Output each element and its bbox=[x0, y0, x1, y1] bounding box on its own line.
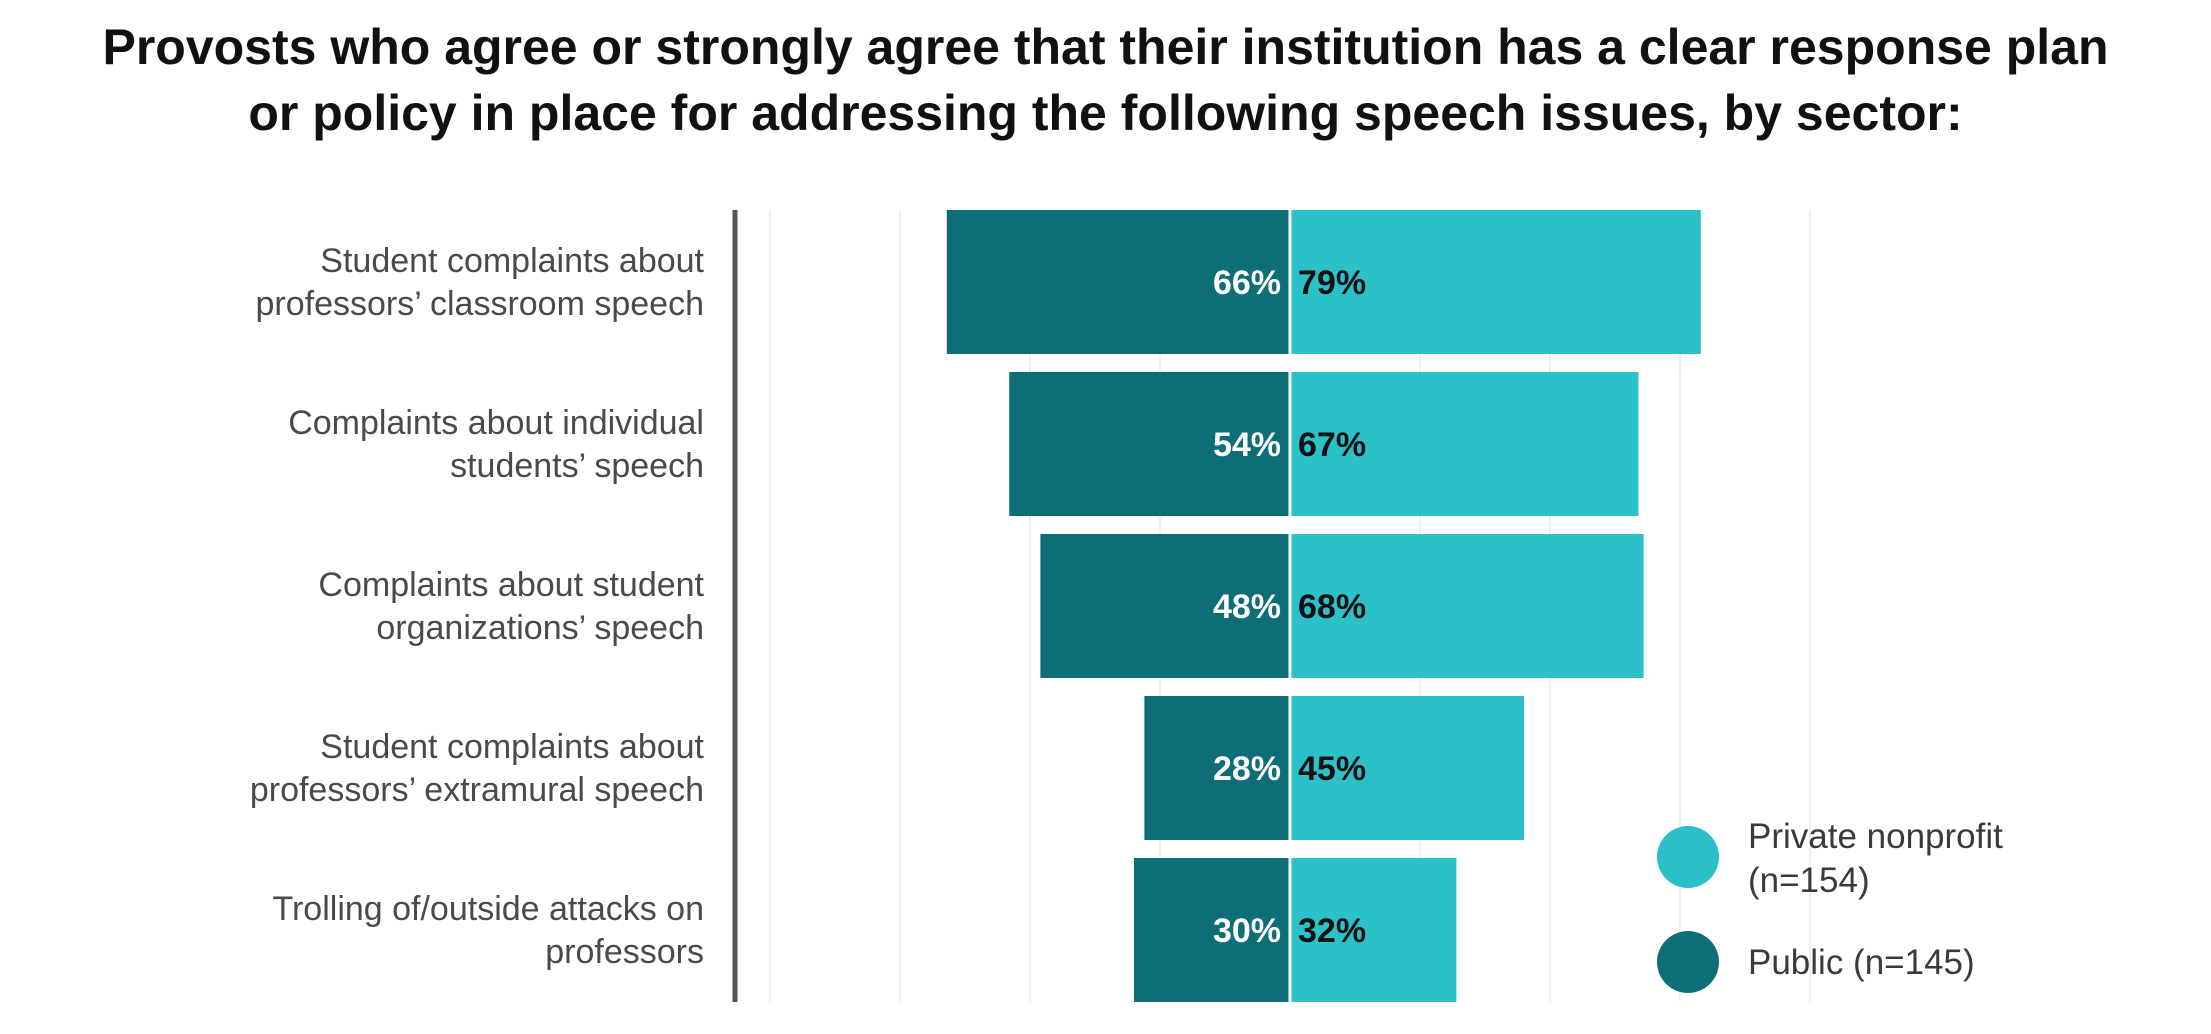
value-label-private-1: 67% bbox=[1298, 426, 1366, 464]
value-label-public-3: 28% bbox=[1213, 750, 1281, 788]
category-label-0: Student complaints about professors’ clas… bbox=[256, 242, 705, 323]
value-label-private-3: 45% bbox=[1298, 750, 1366, 788]
bar-public-0 bbox=[946, 210, 1290, 354]
legend: Private nonprofit (n=154) Public (n=145) bbox=[1657, 817, 2003, 993]
category-label-3: Student complaints about professors’ extr… bbox=[250, 728, 705, 809]
category-label-4: Trolling of/outside attacks on professors bbox=[272, 890, 704, 971]
chart-title-line-2: or policy in place for addressing the fo… bbox=[248, 85, 1963, 141]
legend-swatch-public bbox=[1657, 931, 1719, 993]
bar-public-4 bbox=[1134, 858, 1290, 1002]
legend-label-private: Private nonprofit (n=154) bbox=[1748, 817, 2003, 900]
bar-private-3 bbox=[1290, 696, 1524, 840]
value-label-public-2: 48% bbox=[1213, 588, 1281, 626]
bar-public-3 bbox=[1144, 696, 1290, 840]
category-labels: Student complaints about professors’ clas… bbox=[250, 242, 705, 971]
bars: 66% 79% 54% 67% 48% 68% 28% 45% 30% 32% bbox=[946, 210, 1701, 1002]
bar-private-4 bbox=[1290, 858, 1457, 1002]
legend-swatch-private bbox=[1657, 826, 1719, 888]
value-label-public-0: 66% bbox=[1213, 264, 1281, 302]
bar-private-1 bbox=[1290, 372, 1639, 516]
legend-label-public: Public (n=145) bbox=[1748, 943, 1975, 982]
chart-title-line-1: Provosts who agree or strongly agree tha… bbox=[102, 19, 2109, 75]
bar-private-2 bbox=[1290, 534, 1644, 678]
value-label-public-4: 30% bbox=[1213, 912, 1281, 950]
category-label-2: Complaints about student organizations’ s… bbox=[318, 566, 704, 647]
chart-title: Provosts who agree or strongly agree tha… bbox=[0, 14, 2211, 146]
value-label-public-1: 54% bbox=[1213, 426, 1281, 464]
bar-public-2 bbox=[1040, 534, 1290, 678]
bar-private-0 bbox=[1290, 210, 1701, 354]
category-label-1: Complaints about individual students’ spe… bbox=[288, 404, 704, 485]
value-label-private-2: 68% bbox=[1298, 588, 1366, 626]
value-label-private-0: 79% bbox=[1298, 264, 1366, 302]
bar-public-1 bbox=[1009, 372, 1290, 516]
value-label-private-4: 32% bbox=[1298, 912, 1366, 950]
